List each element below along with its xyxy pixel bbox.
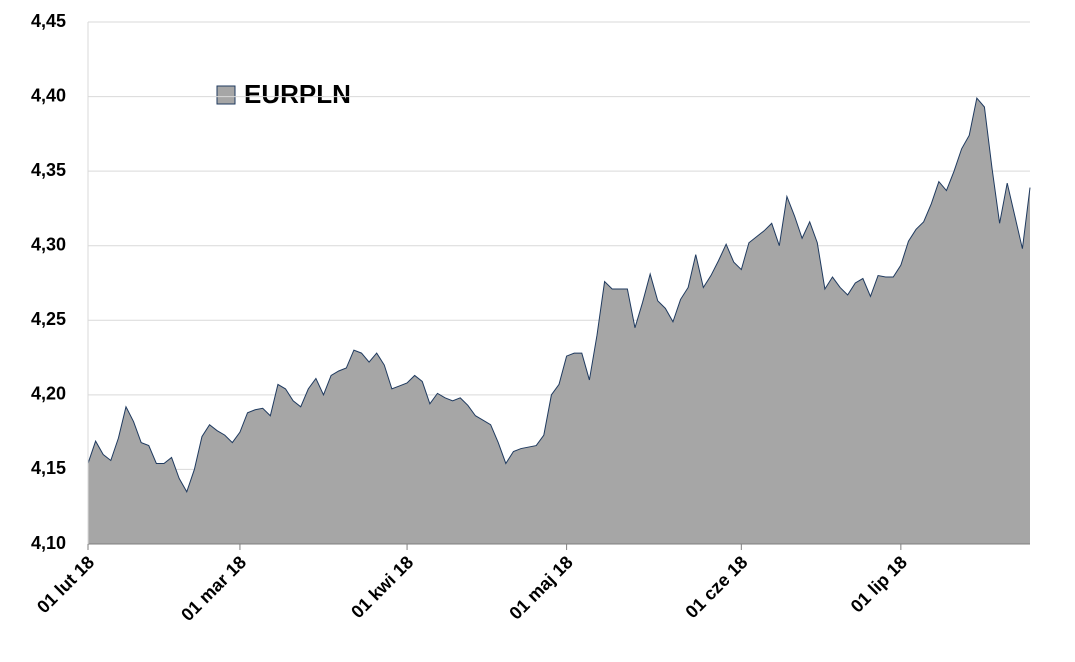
legend-label: EURPLN <box>244 79 351 109</box>
y-tick-label: 4,30 <box>31 234 66 254</box>
area-line <box>87 96 1031 494</box>
y-tick-label: 4,10 <box>31 533 66 553</box>
area <box>88 98 1030 544</box>
x-tick-label: 01 lut 18 <box>33 552 98 617</box>
x-tick-label: 01 maj 18 <box>505 552 576 623</box>
legend-swatch <box>216 85 236 105</box>
y-tick-label: 4,35 <box>31 160 66 180</box>
y-tick-label: 4,20 <box>31 384 66 404</box>
y-tick-label: 4,15 <box>31 458 66 478</box>
x-tick-label: 01 mar 18 <box>177 552 250 625</box>
x-tick-label: 01 cze 18 <box>681 552 751 622</box>
y-tick-label: 4,25 <box>31 309 66 329</box>
x-tick-label: 01 lip 18 <box>847 552 911 616</box>
y-tick-label: 4,45 <box>31 11 66 31</box>
x-tick-label: 01 kwi 18 <box>347 552 417 622</box>
y-tick-label: 4,40 <box>31 85 66 105</box>
